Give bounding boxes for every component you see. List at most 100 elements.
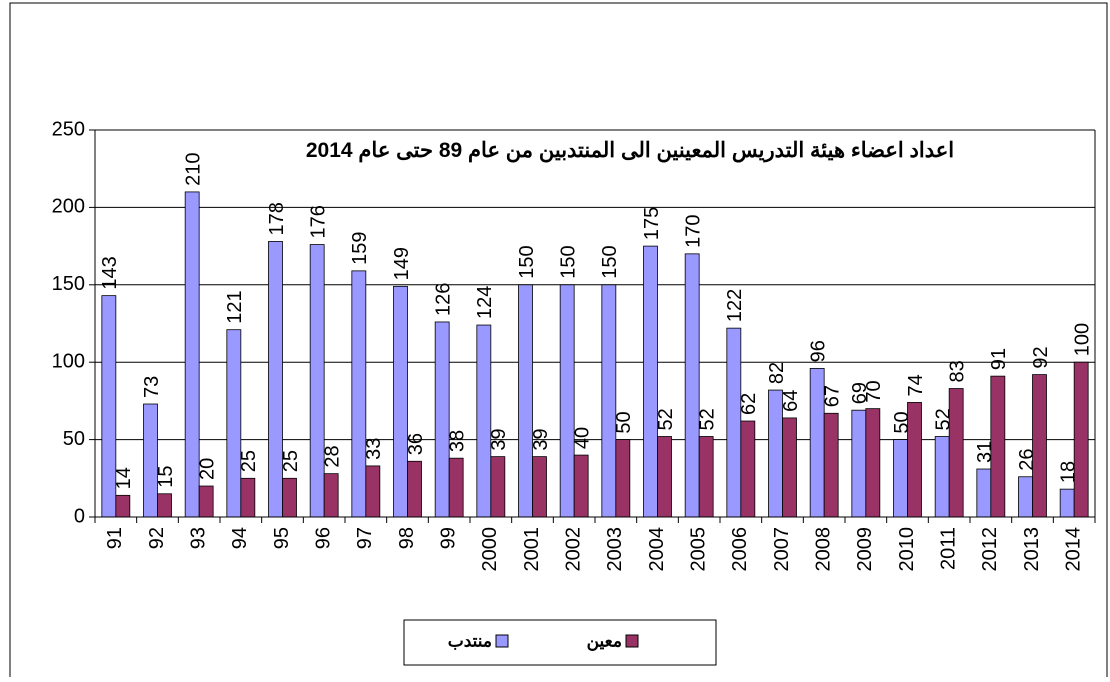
y-tick-label: 0 <box>74 505 85 527</box>
data-label: 83 <box>946 360 968 382</box>
bar <box>434 321 450 518</box>
legend-swatch <box>625 634 639 648</box>
bar <box>351 270 367 518</box>
bar <box>490 456 506 518</box>
bar <box>782 417 797 518</box>
x-tick-label: 2007 <box>771 527 793 572</box>
data-label: 15 <box>155 466 177 488</box>
bar <box>976 468 992 518</box>
data-label: 69 <box>849 382 871 404</box>
bar <box>684 253 700 518</box>
x-tick-label: 2002 <box>562 527 584 572</box>
data-label: 67 <box>821 385 843 407</box>
x-tick-label: 96 <box>312 527 334 549</box>
bar <box>851 409 867 518</box>
data-label: 74 <box>905 374 927 396</box>
bar <box>282 477 297 518</box>
x-tick-label: 2008 <box>812 527 834 572</box>
bar <box>365 465 381 518</box>
bar <box>157 493 172 518</box>
bar <box>740 420 756 518</box>
bar <box>476 324 492 518</box>
data-label: 150 <box>599 245 621 278</box>
x-tick-label: 2010 <box>896 527 918 572</box>
bar <box>934 436 950 518</box>
bar <box>657 436 672 518</box>
data-label: 25 <box>280 450 302 472</box>
bar <box>407 460 422 518</box>
bar <box>518 284 533 518</box>
bar <box>990 375 1006 518</box>
data-label: 70 <box>863 380 885 402</box>
bar <box>393 285 408 518</box>
data-label: 170 <box>682 214 704 247</box>
data-label: 82 <box>766 362 788 384</box>
data-label: 52 <box>696 408 718 430</box>
bar <box>323 473 339 518</box>
data-label: 91 <box>988 348 1010 370</box>
x-tick-label: 2011 <box>937 527 959 570</box>
bar <box>865 408 881 518</box>
bar <box>559 284 575 518</box>
y-tick-label: 150 <box>52 273 85 295</box>
legend-swatch <box>495 634 509 648</box>
data-label: 210 <box>182 153 204 186</box>
bar <box>268 241 283 518</box>
bar <box>1059 488 1075 518</box>
bar <box>893 439 908 518</box>
data-label: 40 <box>571 427 593 449</box>
x-tick-label: 94 <box>229 527 251 549</box>
data-label: 150 <box>516 245 538 278</box>
data-label: 92 <box>1030 346 1052 368</box>
y-tick-label: 250 <box>52 118 85 140</box>
x-tick-label: 93 <box>187 527 209 549</box>
x-tick-label: 2014 <box>1062 527 1084 572</box>
bar <box>448 457 464 518</box>
bar <box>643 245 658 518</box>
x-tick-label: 95 <box>271 527 293 549</box>
x-tick-label: 2006 <box>729 527 751 572</box>
x-tick-label: 2013 <box>1021 527 1043 572</box>
x-tick-label: 91 <box>104 527 126 549</box>
data-label: 14 <box>113 467 135 489</box>
data-label: 36 <box>405 433 427 455</box>
x-tick-label: 92 <box>146 527 168 549</box>
bar <box>1018 476 1033 518</box>
data-label: 25 <box>238 450 260 472</box>
data-label: 52 <box>655 408 677 430</box>
data-label: 126 <box>432 283 454 316</box>
legend-label: منتدب <box>448 631 492 650</box>
bar <box>948 388 964 518</box>
data-label: 39 <box>488 428 510 450</box>
data-label: 39 <box>530 428 552 450</box>
data-label: 143 <box>99 256 121 289</box>
bar <box>532 456 547 518</box>
data-label: 96 <box>807 340 829 362</box>
bar <box>1073 361 1089 518</box>
data-label: 159 <box>349 231 371 264</box>
data-label: 28 <box>321 445 343 467</box>
x-tick-label: 2009 <box>854 527 876 572</box>
bar <box>1032 374 1047 518</box>
x-tick-label: 99 <box>437 527 459 549</box>
data-label: 73 <box>141 376 163 398</box>
bar <box>240 477 256 518</box>
x-tick-label: 2005 <box>687 527 709 572</box>
data-label: 62 <box>738 393 760 415</box>
bar <box>726 327 742 518</box>
data-label: 50 <box>613 411 635 433</box>
x-tick-label: 2012 <box>979 527 1001 572</box>
data-label: 100 <box>1071 323 1093 356</box>
bar <box>907 402 922 518</box>
data-label: 150 <box>557 245 579 278</box>
bar <box>615 439 631 518</box>
x-tick-label: 98 <box>396 527 418 549</box>
data-label: 175 <box>641 207 663 240</box>
bar <box>143 403 158 518</box>
chart-frame <box>9 2 1108 682</box>
y-tick-label: 200 <box>52 196 85 218</box>
data-label: 121 <box>224 290 246 323</box>
bar <box>115 494 131 518</box>
x-tick-label: 2003 <box>604 527 626 572</box>
